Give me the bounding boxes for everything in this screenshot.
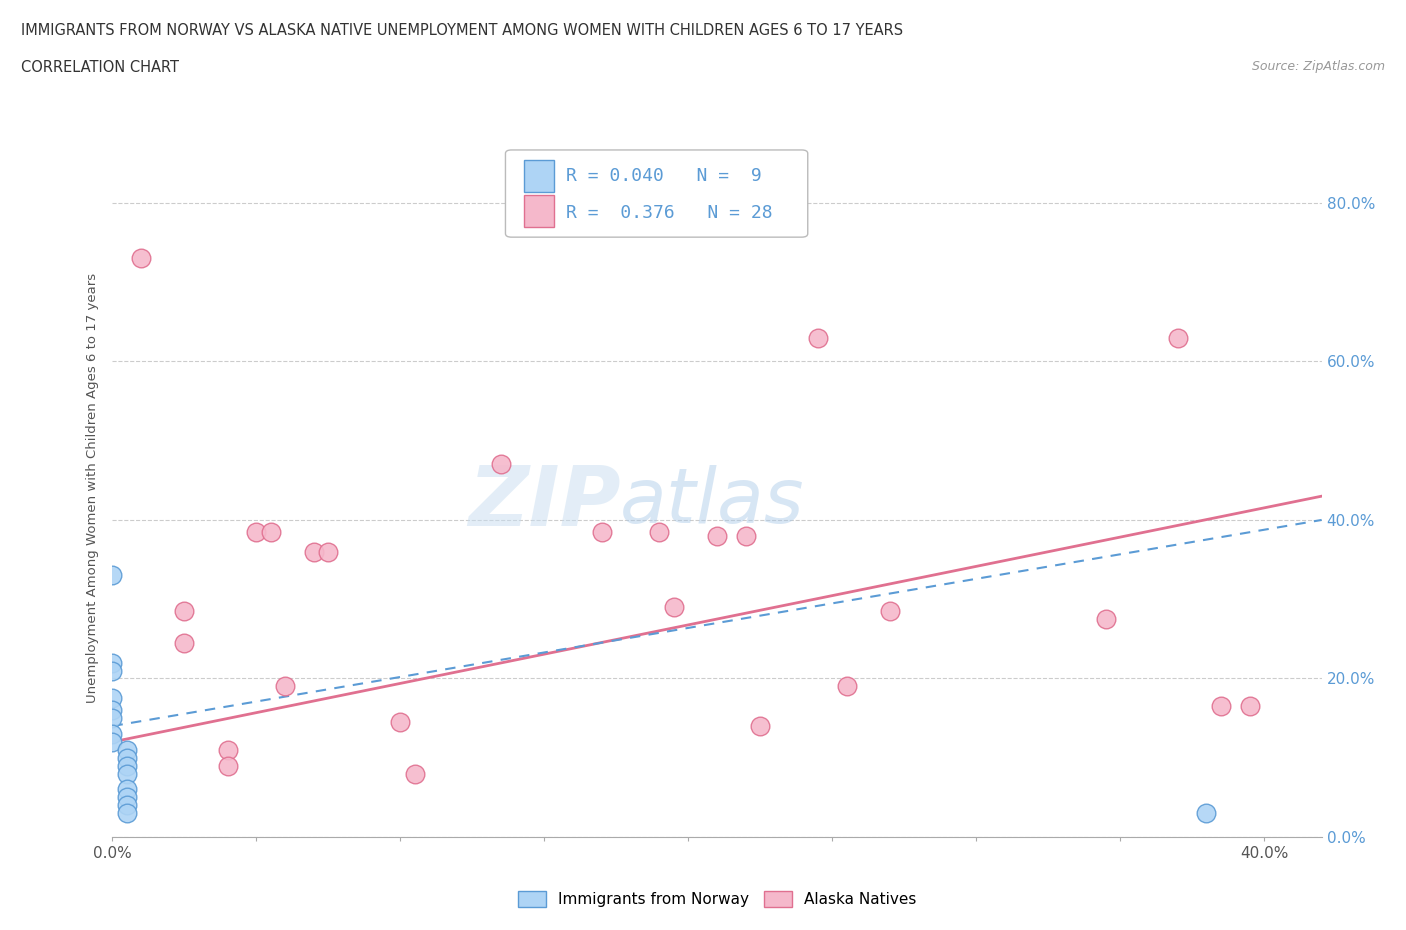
Point xyxy=(648,525,671,539)
Point xyxy=(318,544,340,559)
Point xyxy=(115,758,138,773)
Point xyxy=(706,528,728,543)
Point xyxy=(749,719,772,734)
Point xyxy=(734,528,756,543)
Legend: Immigrants from Norway, Alaska Natives: Immigrants from Norway, Alaska Natives xyxy=(512,884,922,913)
Point xyxy=(302,544,325,559)
Point xyxy=(807,330,830,345)
Point xyxy=(101,568,124,583)
Text: ZIP: ZIP xyxy=(468,461,620,543)
Point xyxy=(1167,330,1189,345)
Point xyxy=(101,703,124,718)
Point xyxy=(101,735,124,750)
Point xyxy=(217,742,239,757)
Point xyxy=(389,714,412,729)
Point xyxy=(173,604,195,618)
Point xyxy=(217,758,239,773)
Point xyxy=(835,679,858,694)
Point xyxy=(101,691,124,706)
Point xyxy=(1094,612,1116,627)
Point xyxy=(101,711,124,725)
Text: Source: ZipAtlas.com: Source: ZipAtlas.com xyxy=(1251,60,1385,73)
Point xyxy=(591,525,613,539)
Point xyxy=(115,742,138,757)
Point xyxy=(1209,698,1232,713)
Point xyxy=(115,782,138,797)
FancyBboxPatch shape xyxy=(506,150,807,237)
Point xyxy=(274,679,297,694)
Point xyxy=(101,726,124,741)
Point xyxy=(173,635,195,650)
Point xyxy=(115,798,138,813)
Text: R = 0.040   N =  9: R = 0.040 N = 9 xyxy=(565,166,762,185)
Point xyxy=(662,600,685,615)
Point xyxy=(1239,698,1261,713)
Point xyxy=(115,766,138,781)
Point xyxy=(1195,805,1218,820)
Text: atlas: atlas xyxy=(620,465,804,539)
Text: CORRELATION CHART: CORRELATION CHART xyxy=(21,60,179,75)
FancyBboxPatch shape xyxy=(523,195,554,227)
Point xyxy=(101,655,124,670)
Point xyxy=(115,805,138,820)
Text: R =  0.376   N = 28: R = 0.376 N = 28 xyxy=(565,204,772,221)
Y-axis label: Unemployment Among Women with Children Ages 6 to 17 years: Unemployment Among Women with Children A… xyxy=(86,273,100,703)
Point xyxy=(129,251,152,266)
Point xyxy=(115,751,138,765)
Point xyxy=(260,525,283,539)
FancyBboxPatch shape xyxy=(523,161,554,192)
Point xyxy=(404,766,426,781)
Point xyxy=(101,663,124,678)
Point xyxy=(245,525,267,539)
Point xyxy=(115,790,138,804)
Point xyxy=(879,604,901,618)
Point xyxy=(489,457,512,472)
Text: IMMIGRANTS FROM NORWAY VS ALASKA NATIVE UNEMPLOYMENT AMONG WOMEN WITH CHILDREN A: IMMIGRANTS FROM NORWAY VS ALASKA NATIVE … xyxy=(21,23,903,38)
